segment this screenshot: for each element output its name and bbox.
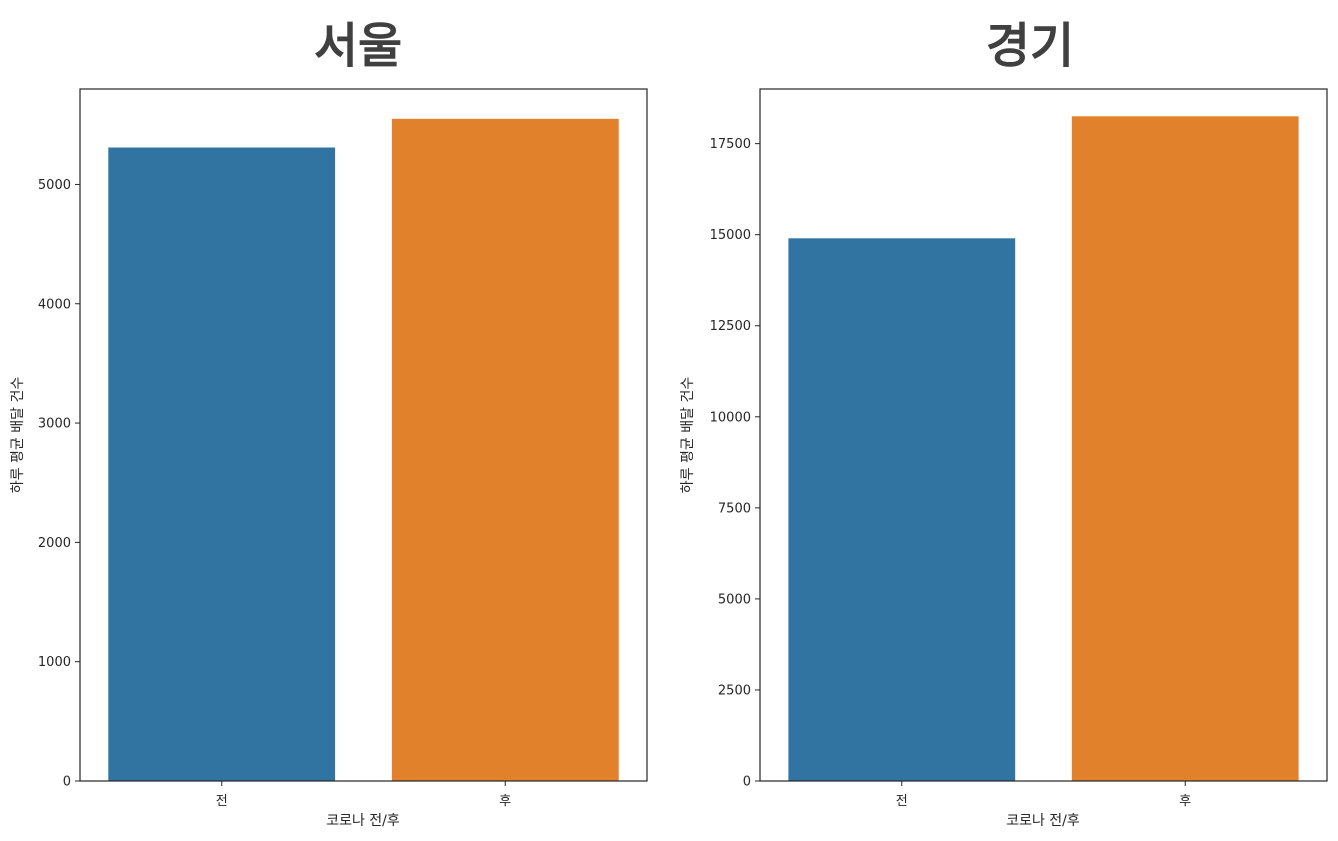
y-tick-label: 3000 xyxy=(38,417,71,432)
bar-1 xyxy=(1071,116,1299,782)
y-ticks: 0 1000 2000 3000 4000 5000 xyxy=(38,178,80,790)
x-tick-label: 전 xyxy=(896,794,908,809)
bar-1 xyxy=(391,118,619,782)
y-tick-label: 0 xyxy=(743,775,751,790)
y-tick-label: 5000 xyxy=(718,592,751,607)
chart-title: 서울 xyxy=(314,18,402,74)
y-tick-label: 12500 xyxy=(710,319,751,334)
bar-0 xyxy=(788,238,1016,782)
bar-0 xyxy=(108,147,336,781)
y-ticks: 0 2500 5000 7500 10000 12500 15000 17500 xyxy=(710,137,760,790)
y-axis-label: 하루 평균 배달 건수 xyxy=(10,377,26,494)
y-tick-label: 0 xyxy=(63,775,71,790)
chart-title: 경기 xyxy=(986,18,1074,74)
y-tick-label: 4000 xyxy=(38,297,71,312)
y-tick-label: 2500 xyxy=(718,683,751,698)
y-tick-label: 1000 xyxy=(38,655,71,670)
plot-frame xyxy=(79,88,648,782)
x-tick-label: 후 xyxy=(499,794,511,809)
y-tick-label: 17500 xyxy=(710,137,751,152)
y-tick-label: 5000 xyxy=(38,178,71,193)
y-tick-label: 10000 xyxy=(710,410,751,425)
x-tick-label: 전 xyxy=(216,794,228,809)
x-tick-label: 후 xyxy=(1179,794,1191,809)
plot-frame xyxy=(759,88,1328,782)
bars xyxy=(108,118,619,782)
y-axis-label: 하루 평균 배달 건수 xyxy=(680,377,696,494)
y-tick-label: 15000 xyxy=(710,228,751,243)
y-tick-label: 7500 xyxy=(718,501,751,516)
bars xyxy=(788,116,1299,782)
y-tick-label: 2000 xyxy=(38,536,71,551)
x-axis-label: 코로나 전/후 xyxy=(326,813,400,829)
x-axis-label: 코로나 전/후 xyxy=(1006,813,1080,829)
